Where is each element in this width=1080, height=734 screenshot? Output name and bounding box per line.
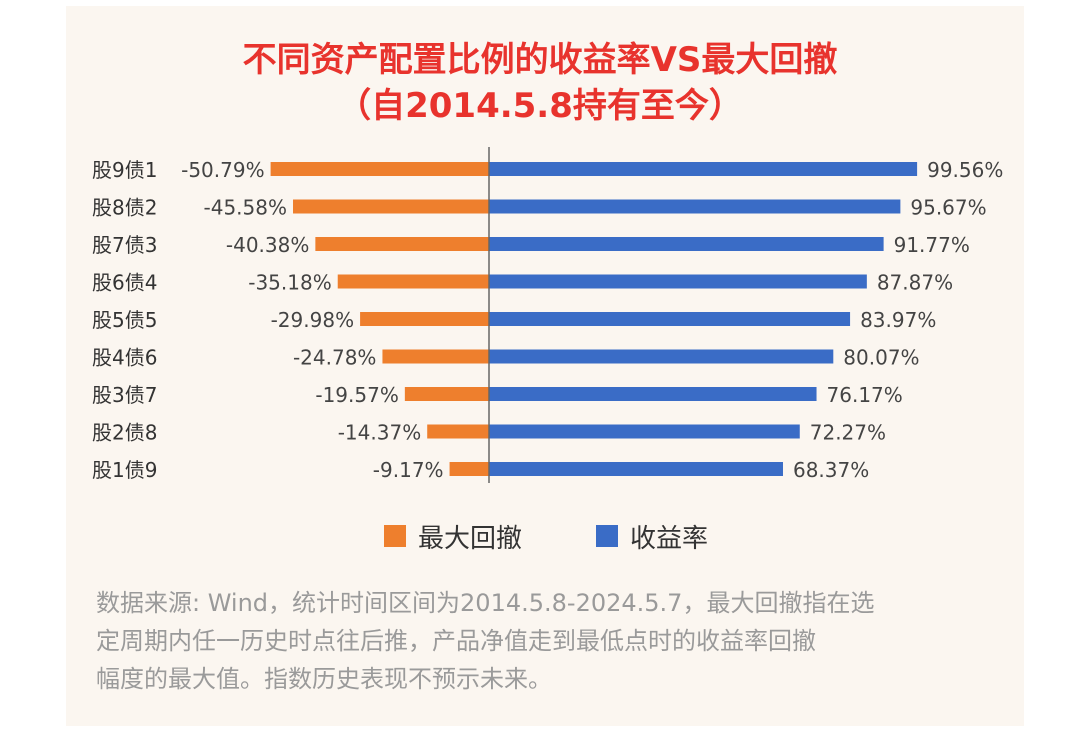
category-label: 股2债8 bbox=[92, 421, 157, 445]
legend-label-drawdown: 最大回撤 bbox=[418, 523, 523, 554]
return-value-label: 87.87% bbox=[877, 271, 953, 295]
category-label: 股8债2 bbox=[92, 196, 157, 220]
return-value-label: 83.97% bbox=[860, 308, 936, 332]
return-bar bbox=[489, 199, 901, 214]
category-label: 股3债7 bbox=[92, 383, 157, 407]
category-label: 股1债9 bbox=[92, 458, 157, 482]
drawdown-value-label: -14.37% bbox=[338, 421, 421, 445]
return-bar bbox=[489, 387, 817, 401]
drawdown-value-label: -40.38% bbox=[226, 233, 309, 257]
category-label: 股4债6 bbox=[92, 346, 157, 370]
return-bar bbox=[489, 312, 851, 326]
return-value-label: 68.37% bbox=[793, 458, 869, 482]
return-bar bbox=[489, 462, 783, 476]
legend-label-return: 收益率 bbox=[630, 523, 709, 554]
return-value-label: 72.27% bbox=[810, 421, 886, 445]
return-value-label: 99.56% bbox=[927, 158, 1003, 182]
drawdown-bar bbox=[360, 312, 489, 326]
drawdown-bar bbox=[449, 462, 489, 476]
drawdown-value-label: -35.18% bbox=[248, 271, 331, 295]
drawdown-bar bbox=[293, 199, 489, 214]
category-label: 股9债1 bbox=[92, 158, 157, 182]
return-bar bbox=[489, 274, 867, 289]
drawdown-bar bbox=[337, 274, 489, 289]
drawdown-bar bbox=[427, 424, 489, 439]
category-label: 股7债3 bbox=[92, 233, 157, 257]
drawdown-value-label: -45.58% bbox=[204, 196, 287, 220]
return-bar bbox=[489, 349, 834, 364]
legend-item-drawdown: 最大回撤 bbox=[384, 518, 522, 554]
category-label: 股5债5 bbox=[92, 308, 157, 332]
chart-title: 不同资产配置比例的收益率VS最大回撤 bbox=[242, 40, 838, 80]
drawdown-value-label: -24.78% bbox=[293, 346, 376, 370]
drawdown-bar bbox=[315, 237, 489, 251]
drawdown-bar bbox=[404, 387, 489, 401]
return-bar bbox=[489, 237, 884, 251]
return-value-label: 95.67% bbox=[910, 196, 986, 220]
return-bar bbox=[489, 162, 918, 176]
chart-card bbox=[66, 6, 1024, 726]
drawdown-value-label: -19.57% bbox=[315, 383, 398, 407]
return-value-label: 76.17% bbox=[827, 383, 903, 407]
legend-swatch-drawdown bbox=[384, 525, 406, 547]
drawdown-value-label: -9.17% bbox=[373, 458, 444, 482]
category-label: 股6债4 bbox=[92, 271, 157, 295]
legend: 最大回撤 收益率 bbox=[0, 518, 1080, 554]
return-value-label: 80.07% bbox=[843, 346, 919, 370]
return-bar bbox=[489, 424, 800, 439]
source-note: 数据来源: Wind，统计时间区间为2014.5.8-2024.5.7，最大回撤… bbox=[96, 584, 1012, 698]
legend-swatch-return bbox=[596, 525, 618, 547]
source-note-line: 定周期内任一历史时点往后推，产品净值走到最低点时的收益率回撤 bbox=[96, 627, 816, 655]
drawdown-value-label: -50.79% bbox=[181, 158, 264, 182]
source-note-line: 幅度的最大值。指数历史表现不预示未来。 bbox=[96, 665, 552, 693]
chart-subtitle: （自2014.5.8持有至今） bbox=[337, 86, 743, 126]
source-note-line: 数据来源: Wind，统计时间区间为2014.5.8-2024.5.7，最大回撤… bbox=[96, 589, 875, 617]
drawdown-value-label: -29.98% bbox=[271, 308, 354, 332]
legend-item-return: 收益率 bbox=[596, 518, 708, 554]
return-value-label: 91.77% bbox=[894, 233, 970, 257]
drawdown-bar bbox=[382, 349, 489, 364]
drawdown-bar bbox=[270, 162, 489, 176]
